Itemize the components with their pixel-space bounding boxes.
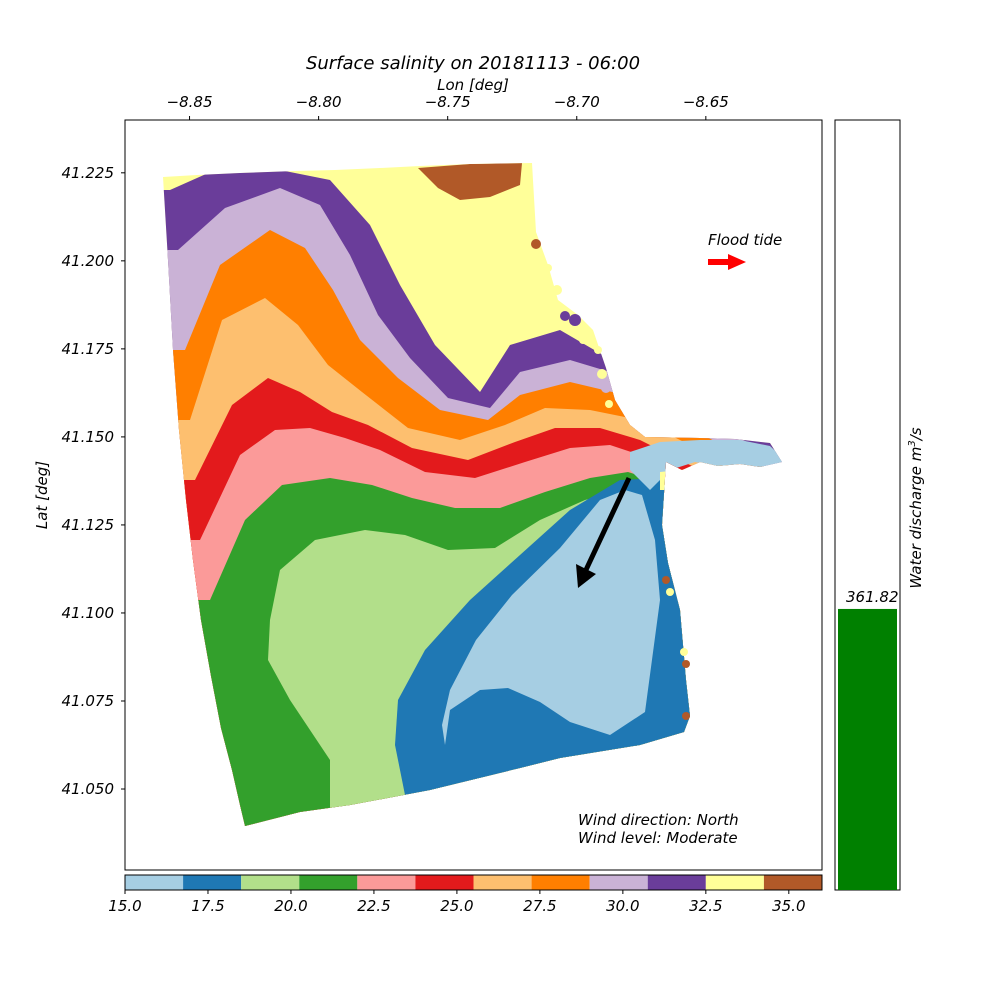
colorbar-tick-label: 15.0 — [108, 897, 141, 915]
wind-arrow-head — [576, 564, 596, 588]
colorbar-tick-label: 22.5 — [357, 897, 390, 915]
y-tick-label: 41.050 — [62, 780, 115, 798]
colorbar-bin — [299, 875, 358, 890]
discharge-label-main: Water discharge m — [907, 447, 925, 589]
discharge-label-tail: /s — [907, 427, 925, 442]
colorbar-bin — [241, 875, 300, 890]
y-tick-label: 41.200 — [62, 252, 115, 270]
discharge-bar — [838, 608, 897, 890]
colorbar-bin — [415, 875, 474, 890]
coastal-markers — [531, 239, 690, 720]
y-axis-label: Lat [deg] — [33, 461, 51, 529]
colorbar-ticks: 15.0 17.5 20.0 22.5 25.0 27.5 30.0 32.5 35.0 — [108, 890, 806, 915]
colorbar-bin — [647, 875, 706, 890]
colorbar-bin — [357, 875, 416, 890]
salinity-colorbar — [125, 875, 822, 890]
x-tick-label: −8.75 — [425, 93, 471, 111]
colorbar-bin — [763, 875, 822, 890]
colorbar-bin — [473, 875, 532, 890]
colorbar-tick-label: 25.0 — [440, 897, 473, 915]
salinity-band-15-16.5 — [442, 490, 660, 745]
y-tick-label: 41.225 — [62, 164, 115, 182]
salinity-field — [163, 163, 782, 826]
discharge-label-sup: 3 — [907, 440, 918, 446]
y-axis-ticks: 41.225 41.200 41.175 41.150 41.125 41.100 41.0… — [62, 164, 125, 798]
salinity-band-34-36 — [418, 163, 522, 200]
y-tick-label: 41.100 — [62, 604, 115, 622]
flood-arrow-head — [728, 254, 746, 270]
y-tick-label: 41.150 — [62, 428, 115, 446]
y-tick-label: 41.175 — [62, 340, 115, 358]
x-tick-label: −8.80 — [296, 93, 342, 111]
colorbar-bin — [531, 875, 590, 890]
discharge-value: 361.82 — [846, 588, 899, 606]
flood-tide-label: Flood tide — [708, 231, 782, 249]
colorbar-bin — [125, 875, 184, 890]
discharge-axis-label: Water discharge m3/s — [907, 427, 925, 588]
x-tick-label: −8.85 — [167, 93, 213, 111]
colorbar-bin — [589, 875, 648, 890]
chart-title: Surface salinity on 20181113 - 06:00 — [306, 53, 640, 74]
y-tick-label: 41.075 — [62, 692, 115, 710]
colorbar-bin — [705, 875, 764, 890]
wind-direction-label: Wind direction: North — [578, 811, 739, 829]
colorbar-tick-label: 20.0 — [274, 897, 307, 915]
colorbar-tick-label: 30.0 — [606, 897, 639, 915]
x-tick-label: −8.70 — [554, 93, 600, 111]
y-tick-label: 41.125 — [62, 516, 115, 534]
colorbar-tick-label: 32.5 — [689, 897, 722, 915]
colorbar-tick-label: 35.0 — [772, 897, 805, 915]
x-axis-ticks: −8.85 −8.80 −8.75 −8.70 −8.65 — [167, 93, 729, 120]
colorbar-frame — [124, 874, 823, 891]
colorbar-tick-label: 27.5 — [523, 897, 556, 915]
colorbar-bin — [183, 875, 242, 890]
salinity-river-estuary — [630, 440, 782, 490]
wind-level-label: Wind level: Moderate — [578, 829, 738, 847]
colorbar-tick-label: 17.5 — [191, 897, 224, 915]
x-tick-label: −8.65 — [683, 93, 729, 111]
wind-arrow-shaft — [582, 476, 632, 574]
x-axis-label: Lon [deg] — [437, 76, 509, 94]
